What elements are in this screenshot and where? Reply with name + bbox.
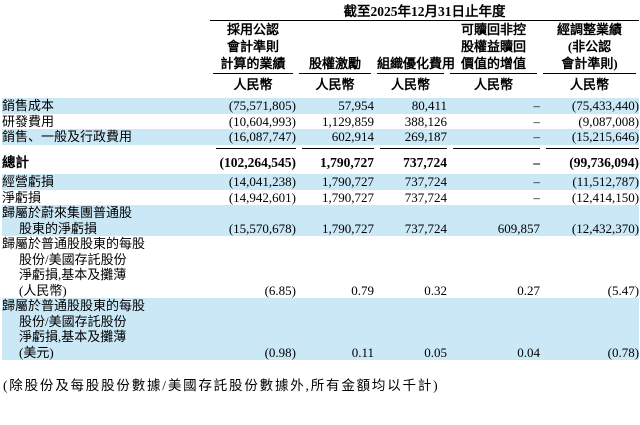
cell-value: (10,604,993): [228, 113, 296, 129]
column-header-adjusted-non-gaap: 經調整業績 (非公認 會計準則): [540, 21, 639, 74]
cell-value: –: [533, 189, 541, 205]
table-row: 銷售、一般及行政費用 (16,087,747) 602,914 269,187 – (15…: [2, 129, 640, 145]
cell-value: 737,724: [404, 174, 447, 189]
column-header-gaap-results: 採用公認 會計準則 計算的業績: [210, 21, 296, 74]
table-row: 經營虧損 (14,041,238) 1,790,727 737,724 – (11,512…: [2, 174, 640, 190]
cell-value: 80,411: [411, 98, 447, 113]
column-header-label: 組織優化費用: [377, 55, 455, 74]
currency-row: 人民幣 人民幣 人民幣 人民幣 人民幣: [2, 74, 639, 93]
cell-value: (14,041,238): [228, 174, 296, 189]
table-body: 銷售成本 (75,571,805) 57,954 80,411 – (75,433,440…: [2, 98, 640, 360]
cell-value: (75,433,440): [571, 98, 640, 113]
cell-value: 0.27: [517, 282, 540, 298]
cell-value: –: [447, 145, 540, 175]
row-label: 歸屬於普通股股東的每股 股份/美國存託股份 淨虧損,基本及攤薄 (美元): [2, 298, 146, 360]
total-rule-line: [302, 147, 374, 149]
row-label: 銷售、一般及行政費用: [2, 129, 133, 144]
cell-value: 0.79: [351, 282, 374, 298]
cell-value: 0.04: [517, 344, 540, 360]
cell-value: –: [533, 113, 541, 129]
column-header-label: 經調整業績 (非公認 會計準則): [543, 21, 637, 74]
table-row: 研發費用 (10,604,993) 1,129,859 388,126 – (9,087,…: [2, 114, 639, 130]
cell-value: (15,570,678): [228, 220, 296, 236]
cell-value: 0.32: [424, 282, 447, 298]
column-header-row: 採用公認 會計準則 計算的業績 股權激勵 組織優化費用 可贖回非控 股權益贖回 價值的增值 經調…: [2, 21, 639, 75]
column-header-accretion-redeemable-nci: 可贖回非控 股權益贖回 價值的增值: [447, 21, 540, 74]
cell-value: 0.11: [351, 344, 374, 360]
cell-value: 1,790,727: [322, 174, 374, 189]
cell-value: (14,942,601): [228, 189, 296, 205]
cell-value: (11,512,787): [572, 174, 640, 189]
column-header-label: 採用公認 會計準則 計算的業績: [213, 21, 293, 74]
cell-value: –: [533, 98, 541, 113]
row-label: 銷售成本: [2, 98, 55, 113]
cell-value: –: [533, 174, 541, 189]
cell-value: 388,126: [404, 113, 447, 129]
cell-value: 57,954: [338, 98, 374, 113]
table-row: 總計 (102,264,545) 1,790,727 737,724– (99,736,…: [2, 145, 640, 175]
row-label: 歸屬於蔚來集團普通股 股東的淨虧損: [2, 205, 133, 236]
table-row: 淨虧損 (14,942,601) 1,790,727 737,724 – (12,414,…: [2, 190, 639, 206]
table-row: 歸屬於蔚來集團普通股 股東的淨虧損 (15,570,678) 1,790,727 737…: [2, 205, 640, 236]
currency-label: 人民幣: [570, 77, 610, 92]
cell-value: (16,087,747): [228, 129, 296, 144]
row-label: 經營虧損: [2, 174, 55, 189]
period-header: 截至2025年12月31日止年度: [210, 0, 640, 21]
cell-value: (102,264,545): [210, 145, 296, 175]
cell-value: (0.98): [264, 344, 296, 360]
cell-value: 737,724: [404, 220, 447, 236]
column-header-label: 可贖回非控 股權益贖回 價值的增值: [450, 21, 537, 74]
cell-value: 1,790,727: [322, 220, 374, 236]
cell-value: 0.05: [424, 344, 447, 360]
table-row: 歸屬於普通股股東的每股 股份/美國存託股份 淨虧損,基本及攤薄 (美元) (0.98) 0…: [2, 298, 640, 360]
cell-value: 609,857: [497, 220, 540, 236]
cell-value: 602,914: [331, 129, 374, 144]
cell-value: (0.78): [607, 344, 640, 360]
period-header-row: 截至2025年12月31日止年度: [2, 0, 640, 21]
total-rule-line: [546, 147, 640, 149]
cell-value: 1,129,859: [322, 113, 374, 129]
currency-label: 人民幣: [390, 77, 430, 92]
row-label: 研發費用: [2, 113, 55, 129]
footnote: (除股份及每股股份數據/美國存託股份數據外,所有金額均以千計): [3, 378, 440, 393]
cell-value: (9,087,008): [578, 113, 640, 129]
table-row: 歸屬於普通股股東的每股 股份/美國存託股份 淨虧損,基本及攤薄 (人民幣) (6.85)…: [2, 236, 639, 298]
row-label: 歸屬於普通股股東的每股 股份/美國存託股份 淨虧損,基本及攤薄 (人民幣): [2, 236, 146, 298]
cell-value: 269,187: [404, 129, 447, 144]
empty-label-cell: [2, 21, 210, 75]
table-row: 銷售成本 (75,571,805) 57,954 80,411 – (75,433,440…: [2, 98, 640, 114]
currency-label: 人民幣: [315, 77, 355, 92]
total-rule-line: [380, 147, 447, 149]
row-label: 淨虧損: [2, 189, 42, 205]
currency-label: 人民幣: [473, 77, 513, 92]
cell-value: –: [533, 129, 541, 144]
cell-value: (12,414,150): [571, 189, 640, 205]
cell-value: 737,724: [404, 189, 447, 205]
total-rule-line: [453, 147, 540, 149]
cell-value: (12,432,370): [571, 220, 640, 236]
cell-value: (5.47): [607, 282, 640, 298]
row-label: 總計: [2, 154, 29, 170]
currency-label: 人民幣: [233, 77, 273, 92]
cell-value: (75,571,805): [228, 98, 296, 113]
cell-value: (15,215,646): [571, 129, 640, 144]
cell-value: 737,724: [374, 145, 447, 175]
cell-value: 1,790,727: [296, 145, 374, 175]
non-gaap-reconciliation-table: 截至2025年12月31日止年度 採用公認 會計準則 計算的業績 股權激勵 組織優化費用…: [2, 0, 640, 360]
column-header-label: 股權激勵: [299, 55, 371, 74]
total-rule-line: [216, 147, 296, 149]
empty-corner-cell: [2, 0, 210, 21]
empty-label-cell: [2, 74, 210, 93]
cell-value: (6.85): [264, 282, 296, 298]
cell-value: 1,790,727: [322, 189, 374, 205]
column-header-share-based-compensation: 股權激勵: [296, 21, 374, 74]
column-header-organization-optimization-expenses: 組織優化費用: [374, 21, 455, 74]
cell-value: (99,736,094): [540, 145, 640, 175]
